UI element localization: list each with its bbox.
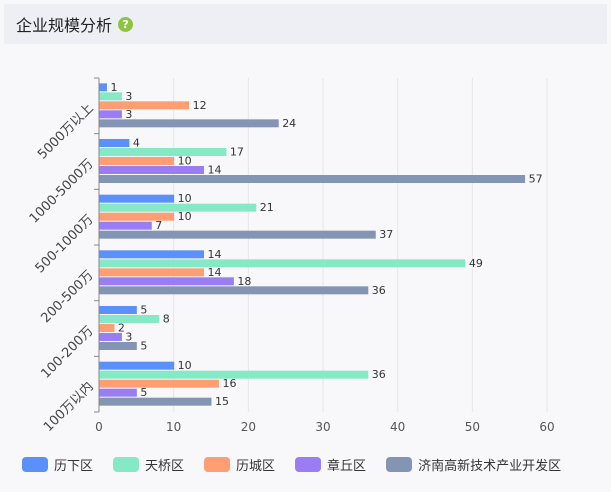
data-label: 10	[178, 359, 192, 372]
bar	[99, 139, 130, 147]
data-label: 15	[215, 395, 229, 408]
data-label: 5	[140, 386, 147, 399]
bar	[99, 306, 137, 314]
data-label: 49	[469, 257, 483, 270]
data-label: 16	[222, 377, 236, 390]
data-label: 3	[125, 90, 132, 103]
data-label: 14	[208, 248, 222, 261]
legend-label: 天桥区	[145, 459, 185, 474]
y-category-label: 500-1000万	[33, 212, 97, 276]
bar	[99, 315, 160, 323]
bar	[99, 110, 122, 119]
data-label: 8	[163, 313, 170, 326]
bar	[99, 157, 175, 165]
bar	[99, 277, 234, 286]
legend-item[interactable]: 天桥区	[113, 455, 184, 474]
x-tick-label: 20	[241, 420, 256, 434]
legend-label: 历下区	[54, 459, 94, 474]
data-label: 10	[178, 192, 192, 205]
legend-label: 章丘区	[327, 459, 367, 474]
x-tick-label: 0	[95, 420, 103, 434]
panel-header: 企业规模分析 ?	[4, 4, 607, 44]
data-label: 24	[282, 117, 296, 130]
bar	[99, 175, 526, 183]
legend-item[interactable]: 历下区	[22, 455, 93, 474]
question-circle-icon[interactable]: ?	[118, 16, 134, 32]
chart-legend: 历下区 天桥区 历城区 章丘区 济南高新技术产业开发区	[22, 455, 581, 474]
legend-item[interactable]: 历城区	[204, 455, 275, 474]
data-label: 4	[133, 137, 140, 150]
bar	[99, 379, 219, 388]
data-label: 21	[260, 201, 274, 214]
x-tick-label: 50	[465, 420, 480, 434]
legend-swatch	[386, 457, 413, 472]
data-label: 3	[125, 331, 132, 344]
bar	[99, 221, 152, 230]
data-label: 36	[372, 284, 386, 297]
legend-item[interactable]: 济南高新技术产业开发区	[386, 455, 561, 474]
legend-swatch	[113, 457, 140, 472]
data-label: 10	[178, 155, 192, 168]
data-label: 2	[118, 322, 125, 335]
bar	[99, 324, 115, 332]
y-category-label: 100万以内	[40, 379, 96, 435]
data-label: 37	[379, 228, 393, 241]
data-label: 36	[372, 368, 386, 381]
data-label: 17	[230, 146, 244, 159]
legend-swatch	[22, 457, 48, 472]
legend-swatch	[204, 457, 231, 472]
bar	[99, 101, 190, 110]
bar	[99, 388, 137, 397]
bar	[99, 194, 175, 203]
bar	[99, 268, 205, 277]
data-label: 18	[237, 275, 251, 288]
bar	[99, 370, 369, 379]
data-label: 14	[208, 266, 222, 279]
y-category-label: 200-500万	[38, 268, 96, 326]
data-label: 5	[140, 304, 147, 317]
bar	[99, 286, 369, 295]
bar	[99, 259, 466, 268]
data-label: 57	[529, 173, 543, 186]
bar	[99, 333, 122, 341]
legend-item[interactable]: 章丘区	[295, 455, 366, 474]
bar	[99, 166, 205, 174]
legend-label: 历城区	[236, 459, 276, 474]
data-label: 12	[193, 99, 207, 112]
panel-title: 企业规模分析	[16, 16, 113, 35]
y-category-label: 100-200万	[38, 324, 96, 382]
bar	[99, 250, 205, 259]
bar	[99, 92, 122, 101]
data-label: 7	[155, 219, 162, 232]
bar	[99, 342, 137, 350]
data-label: 10	[178, 210, 192, 223]
x-tick-label: 60	[539, 420, 554, 434]
data-label: 1	[110, 81, 117, 94]
x-tick-label: 40	[390, 420, 405, 434]
bar	[99, 83, 107, 92]
data-label: 3	[125, 108, 132, 121]
data-label: 5	[140, 340, 147, 353]
bar	[99, 212, 175, 221]
bar	[99, 203, 257, 212]
legend-swatch	[295, 457, 322, 472]
legend-label: 济南高新技术产业开发区	[418, 459, 562, 474]
bar	[99, 148, 227, 156]
x-tick-label: 30	[315, 420, 330, 434]
bar	[99, 361, 175, 370]
x-tick-label: 10	[166, 420, 181, 434]
bar	[99, 397, 212, 406]
bar	[99, 230, 376, 239]
y-category-label: 5000万以上	[35, 101, 97, 163]
bar	[99, 119, 279, 128]
data-label: 14	[208, 164, 222, 177]
